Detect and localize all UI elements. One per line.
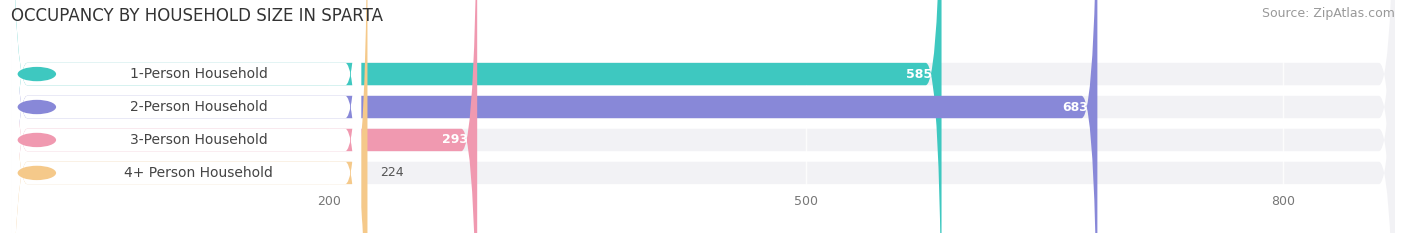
Text: OCCUPANCY BY HOUSEHOLD SIZE IN SPARTA: OCCUPANCY BY HOUSEHOLD SIZE IN SPARTA: [11, 7, 384, 25]
FancyBboxPatch shape: [11, 0, 361, 233]
FancyBboxPatch shape: [11, 0, 367, 233]
Ellipse shape: [18, 100, 56, 114]
Ellipse shape: [18, 67, 56, 81]
Ellipse shape: [18, 166, 56, 180]
FancyBboxPatch shape: [11, 0, 361, 233]
Text: 4+ Person Household: 4+ Person Household: [125, 166, 273, 180]
Text: 3-Person Household: 3-Person Household: [129, 133, 267, 147]
FancyBboxPatch shape: [11, 0, 477, 233]
Text: 683: 683: [1062, 100, 1088, 113]
FancyBboxPatch shape: [11, 0, 361, 233]
Ellipse shape: [18, 133, 56, 147]
FancyBboxPatch shape: [11, 0, 942, 233]
Text: 293: 293: [441, 134, 468, 147]
FancyBboxPatch shape: [11, 0, 1097, 233]
Text: Source: ZipAtlas.com: Source: ZipAtlas.com: [1261, 7, 1395, 20]
FancyBboxPatch shape: [11, 0, 1395, 233]
FancyBboxPatch shape: [11, 0, 1395, 233]
FancyBboxPatch shape: [11, 0, 1395, 233]
Text: 2-Person Household: 2-Person Household: [129, 100, 267, 114]
FancyBboxPatch shape: [11, 0, 361, 233]
FancyBboxPatch shape: [11, 0, 1395, 233]
Text: 585: 585: [905, 68, 932, 81]
Text: 1-Person Household: 1-Person Household: [129, 67, 267, 81]
Text: 224: 224: [380, 166, 404, 179]
